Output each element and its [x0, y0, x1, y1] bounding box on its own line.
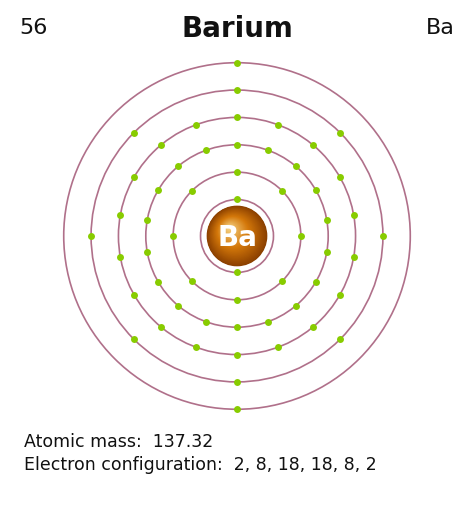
Text: Barium: Barium: [181, 15, 293, 44]
Circle shape: [219, 218, 246, 245]
Circle shape: [215, 214, 253, 252]
Circle shape: [227, 226, 233, 232]
Circle shape: [222, 221, 242, 241]
Circle shape: [218, 217, 248, 247]
Circle shape: [217, 215, 250, 249]
Circle shape: [211, 210, 260, 259]
Circle shape: [226, 225, 235, 233]
Circle shape: [219, 218, 247, 246]
Circle shape: [220, 219, 245, 244]
Circle shape: [212, 211, 258, 258]
Circle shape: [228, 226, 231, 230]
Circle shape: [227, 226, 232, 231]
Circle shape: [213, 212, 256, 255]
Circle shape: [220, 219, 244, 243]
Circle shape: [214, 213, 255, 254]
Text: Atomic mass:  137.32: Atomic mass: 137.32: [24, 433, 213, 451]
Circle shape: [211, 210, 260, 260]
Circle shape: [226, 225, 233, 232]
Circle shape: [220, 220, 244, 243]
Circle shape: [228, 227, 231, 230]
Circle shape: [225, 224, 237, 235]
Circle shape: [213, 212, 256, 255]
Circle shape: [217, 216, 250, 249]
Circle shape: [210, 209, 261, 260]
Circle shape: [228, 227, 230, 229]
Circle shape: [209, 208, 264, 263]
Circle shape: [221, 220, 243, 242]
Text: Ba: Ba: [217, 224, 257, 252]
Text: VectorStock: VectorStock: [14, 491, 99, 504]
Circle shape: [212, 211, 258, 257]
Circle shape: [222, 221, 240, 239]
Circle shape: [218, 216, 249, 248]
Circle shape: [207, 206, 267, 266]
Circle shape: [210, 208, 263, 262]
Circle shape: [225, 224, 236, 235]
Circle shape: [219, 218, 246, 246]
Circle shape: [214, 213, 255, 254]
Circle shape: [224, 223, 238, 237]
Circle shape: [216, 215, 252, 250]
Circle shape: [209, 207, 265, 264]
Circle shape: [228, 227, 229, 229]
Circle shape: [215, 213, 254, 253]
Circle shape: [223, 222, 240, 239]
Circle shape: [216, 214, 252, 251]
Circle shape: [222, 221, 241, 240]
Text: Ba: Ba: [426, 18, 455, 38]
Text: VectorStock.com/6060677: VectorStock.com/6060677: [313, 492, 460, 503]
Circle shape: [210, 209, 262, 261]
Circle shape: [208, 207, 265, 264]
Circle shape: [216, 215, 251, 250]
Text: Electron configuration:  2, 8, 18, 18, 8, 2: Electron configuration: 2, 8, 18, 18, 8,…: [24, 456, 376, 473]
Circle shape: [225, 224, 235, 234]
Text: 56: 56: [19, 18, 47, 38]
Circle shape: [224, 223, 237, 236]
Circle shape: [208, 207, 266, 265]
Circle shape: [212, 211, 259, 258]
Circle shape: [223, 223, 238, 238]
Circle shape: [213, 212, 257, 256]
Circle shape: [221, 220, 242, 241]
Circle shape: [215, 214, 254, 252]
Circle shape: [223, 222, 239, 238]
Circle shape: [226, 225, 234, 233]
Circle shape: [209, 208, 264, 263]
Circle shape: [210, 209, 262, 261]
Circle shape: [219, 219, 246, 244]
Circle shape: [218, 216, 248, 247]
